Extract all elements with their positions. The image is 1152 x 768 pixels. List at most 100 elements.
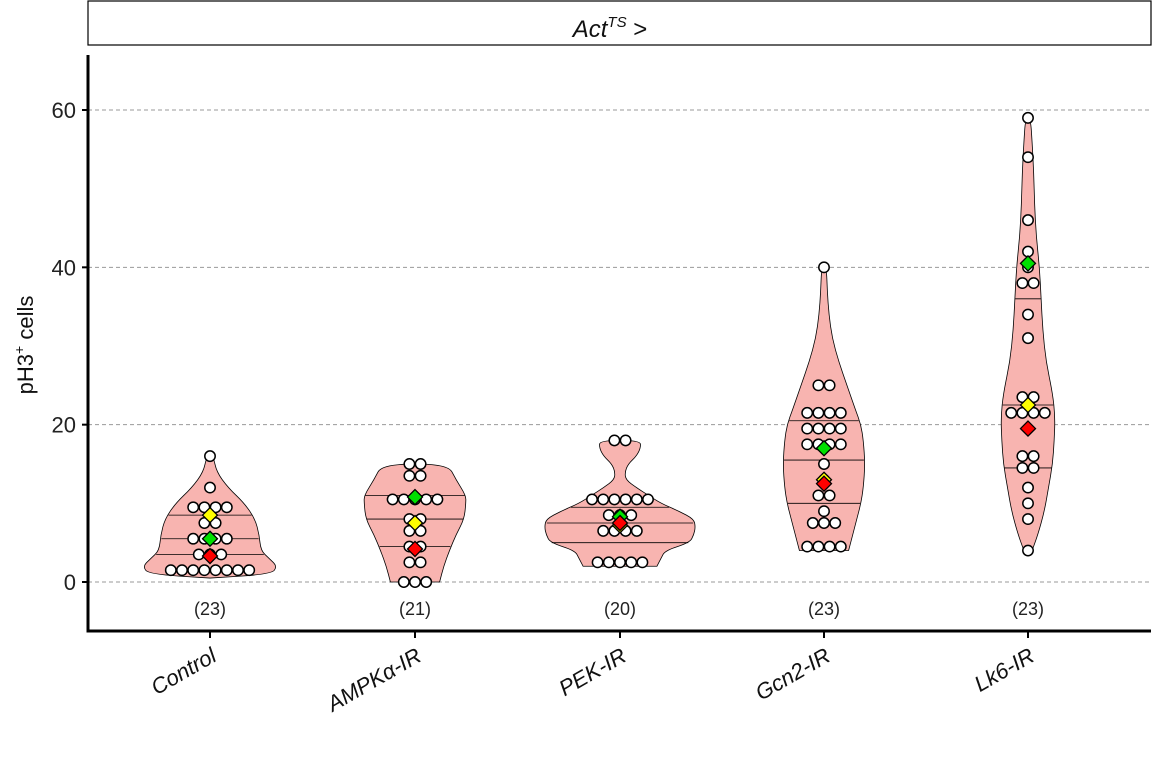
n-label: (23) (1012, 599, 1044, 619)
data-point (1038, 406, 1051, 419)
data-point (409, 576, 421, 588)
data-point (215, 548, 228, 561)
data-point (1027, 461, 1040, 474)
points-layer (164, 111, 1051, 588)
data-point (619, 434, 632, 447)
y-axis-label-main: pH3 (13, 354, 38, 394)
data-point (1016, 450, 1029, 463)
data-point (1005, 406, 1018, 419)
data-point (1027, 277, 1040, 290)
y-axis-label: pH3+ cells (11, 296, 38, 395)
data-point (834, 540, 847, 553)
data-point (243, 564, 256, 577)
data-point (608, 434, 621, 447)
data-point (1016, 461, 1029, 474)
data-point (1022, 308, 1034, 321)
data-point (801, 540, 814, 553)
y-axis-label-sup: + (11, 346, 27, 354)
y-tick-label: 60 (52, 98, 76, 123)
data-point (1022, 151, 1034, 164)
red-marker (815, 475, 833, 493)
strip-title-sup: TS (607, 14, 626, 31)
red-marker (611, 514, 629, 532)
data-point (403, 458, 416, 470)
data-point (1022, 544, 1034, 557)
yellow-marker (1019, 396, 1037, 414)
data-point (597, 524, 610, 537)
green-marker (1019, 254, 1037, 272)
data-point (204, 481, 216, 494)
data-point (187, 532, 200, 545)
strip-header (87, 0, 1152, 46)
data-point (812, 489, 825, 502)
data-point (1022, 214, 1034, 227)
n-label: (21) (399, 599, 431, 619)
data-point (834, 438, 847, 451)
data-point (801, 406, 814, 419)
y-tick-label: 20 (52, 413, 76, 438)
data-point (403, 556, 416, 569)
data-point (209, 564, 222, 577)
data-point (414, 458, 427, 470)
data-point (403, 469, 416, 482)
x-tick-label: AMPKα-IR (321, 643, 426, 718)
data-point (1016, 277, 1029, 290)
data-point (619, 493, 632, 506)
axes-layer (82, 55, 1151, 638)
data-point (187, 564, 200, 577)
red-marker (201, 547, 219, 565)
data-point (597, 493, 610, 506)
data-point (1022, 513, 1034, 526)
data-point (823, 406, 836, 419)
data-point (414, 469, 427, 482)
data-point (420, 576, 433, 588)
data-point (420, 493, 433, 506)
data-point (834, 406, 847, 419)
data-point (1022, 481, 1034, 494)
data-point (220, 532, 233, 545)
x-tick-label: Control (147, 642, 222, 700)
y-tick-label: 40 (52, 255, 76, 280)
data-point (818, 505, 830, 518)
data-point (823, 489, 836, 502)
data-point (801, 422, 814, 435)
data-point (625, 556, 638, 569)
data-point (1022, 497, 1034, 510)
green-marker (406, 488, 424, 506)
data-point (220, 501, 233, 514)
data-point (386, 493, 399, 506)
data-point (198, 564, 211, 577)
data-point (812, 379, 825, 392)
data-point (806, 517, 819, 529)
y-axis-label-suffix: cells (13, 296, 38, 346)
strip-title: ActTS > (571, 14, 648, 43)
data-point (414, 556, 427, 569)
data-point (176, 564, 188, 577)
data-point (636, 556, 649, 569)
data-point (187, 501, 200, 514)
x-tick-label: Gcn2-IR (751, 643, 835, 706)
data-point (625, 509, 638, 522)
labels-layer: 0 20 40 60 (23) Control (21) AMPKα-IR (20) PEK-IR… (52, 98, 1044, 717)
markers-layer (201, 254, 1037, 565)
red-marker (406, 540, 424, 558)
data-point (823, 422, 836, 435)
red-marker (1019, 420, 1037, 438)
violin-layer (144, 117, 1056, 583)
data-point (818, 261, 830, 274)
data-point (630, 493, 643, 506)
data-point (630, 524, 643, 537)
violin-body (544, 439, 696, 567)
data-point (397, 493, 410, 506)
strip-title-suffix: > (627, 16, 648, 43)
green-marker (201, 530, 219, 548)
data-point (1022, 332, 1034, 345)
data-point (602, 556, 615, 569)
data-point (397, 576, 410, 588)
data-point (812, 540, 825, 553)
data-point (586, 493, 598, 506)
data-point (1022, 111, 1034, 124)
n-label: (23) (194, 599, 226, 619)
n-label: (20) (604, 599, 636, 619)
